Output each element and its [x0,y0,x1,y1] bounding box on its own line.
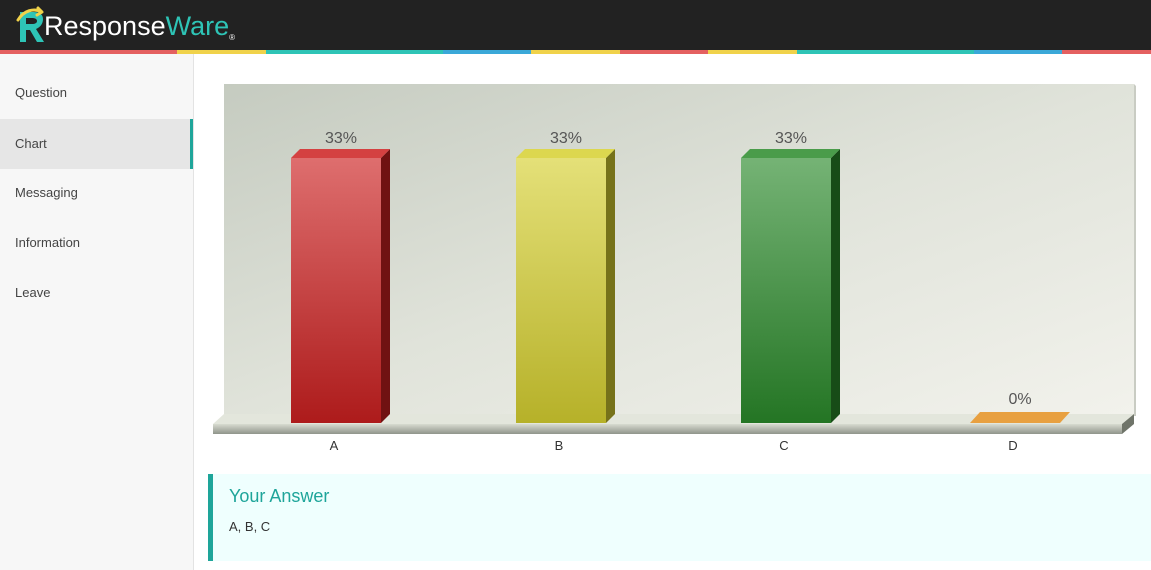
sidebar-item-chart[interactable]: Chart [0,119,193,169]
bar-c [741,149,840,423]
category-label-d: D [1008,438,1017,453]
answer-title: Your Answer [229,486,330,506]
sidebar-item-information[interactable]: Information [15,235,81,250]
bar-top-b [516,149,615,158]
bar-top-d [970,412,1070,423]
header-color-stripe [0,50,1151,54]
logo-word-ware: Ware [165,11,230,41]
sidebar: Question Chart Messaging Information Lea… [0,54,194,570]
category-label-a: A [330,438,339,453]
category-label-c: C [779,438,788,453]
bar-label-b: 33% [550,130,582,147]
bar-front-b [516,158,606,423]
bar-side-c [831,149,840,423]
bar-top-a [291,149,390,158]
app-header: ResponseWare® [0,0,1151,54]
sidebar-item-question[interactable]: Question [15,85,68,100]
sidebar-item-leave[interactable]: Leave [15,285,51,300]
logo-r-icon [16,6,46,46]
your-answer-panel: Your Answer A, B, C [208,474,1151,561]
bar-label-c: 33% [775,130,807,147]
category-label-b: B [555,438,564,453]
sidebar-item-messaging[interactable]: Messaging [15,185,78,200]
results-chart: 33% 33% 33% 0% A B C D [205,78,1151,463]
bar-chart: 33% 33% 33% 0% A B C D [213,84,1136,453]
bar-d [970,412,1070,423]
logo-registered-mark: ® [229,33,236,42]
bar-front-c [741,158,831,423]
bar-label-a: 33% [325,130,357,147]
bar-a [291,149,390,423]
bar-front-a [291,158,381,423]
bar-top-c [741,149,840,158]
bar-label-d: 0% [1008,391,1031,408]
bar-side-a [381,149,390,423]
logo-word-response: Response [44,11,166,41]
bar-side-b [606,149,615,423]
responseware-logo: ResponseWare® [16,4,235,48]
answer-value: A, B, C [229,519,271,534]
bar-b [516,149,615,423]
